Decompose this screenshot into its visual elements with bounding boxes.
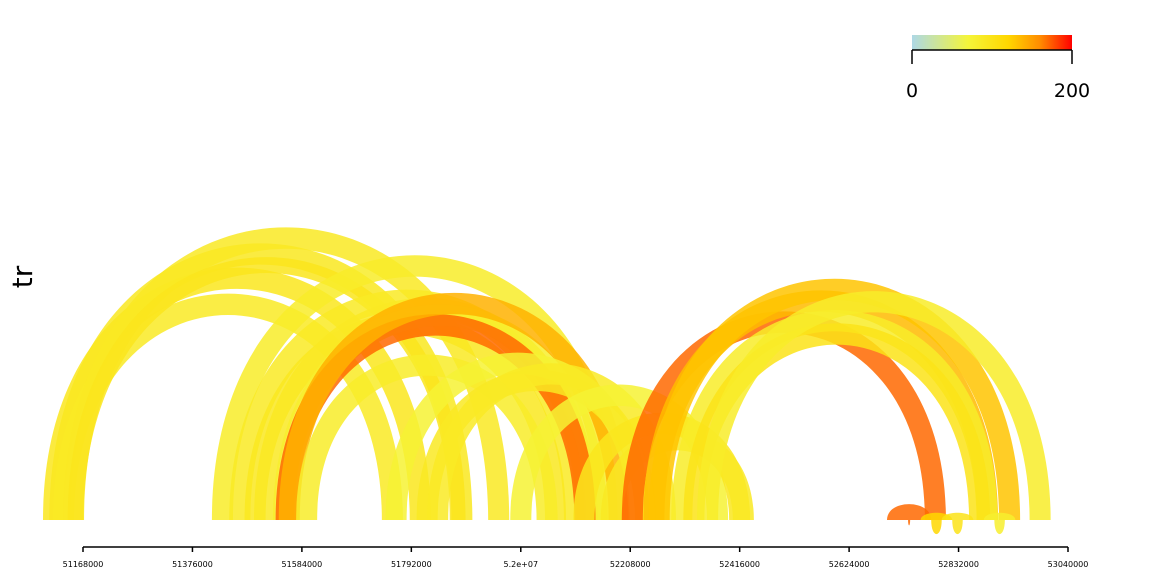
- color-legend-max-label: 200: [1054, 80, 1090, 102]
- x-axis: 51168000 51376000 51584000 51792000 5.2e+07 5…: [63, 546, 1089, 569]
- x-tick-label-7: 52624000: [829, 560, 870, 569]
- x-tick-label-0: 51168000: [63, 560, 104, 569]
- x-tick-label-2: 51584000: [282, 560, 323, 569]
- x-tick-label-9: 53040000: [1048, 560, 1089, 569]
- arc-28: [983, 512, 1016, 535]
- arc-25: [886, 504, 932, 526]
- color-legend-min-label: 0: [906, 80, 918, 102]
- color-legend: 0 200: [906, 35, 1090, 102]
- x-tick-label-4: 5.2e+07: [504, 560, 539, 569]
- arc-27: [941, 512, 974, 535]
- x-tick-label-6: 52416000: [719, 560, 760, 569]
- arcs-layer: [43, 227, 1051, 535]
- color-legend-bar: [912, 35, 1072, 50]
- x-tick-label-8: 52832000: [938, 560, 979, 569]
- y-axis-label: tr: [6, 265, 39, 289]
- x-tick-label-3: 51792000: [391, 560, 432, 569]
- x-tick-label-5: 52208000: [610, 560, 651, 569]
- x-tick-label-1: 51376000: [172, 560, 213, 569]
